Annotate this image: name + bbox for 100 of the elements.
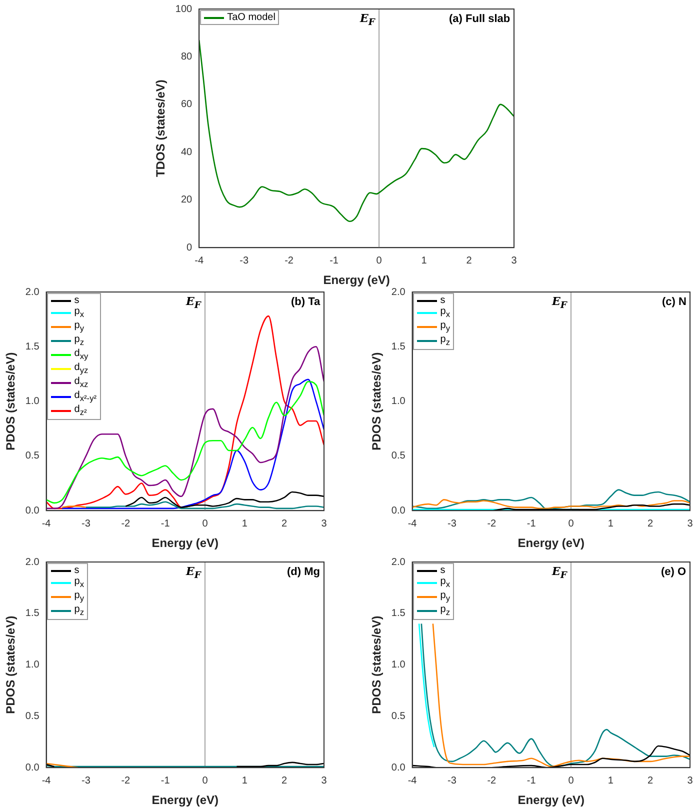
x-tick-label: 2 <box>648 518 654 530</box>
legend-label: p$_{y}$ <box>440 590 450 604</box>
x-tick-label: 1 <box>242 518 248 530</box>
x-tick-label: 0 <box>568 775 574 786</box>
x-tick-label: -4 <box>194 255 204 266</box>
y-tick-label: 0.5 <box>391 450 406 462</box>
legend-label: p$_{x}$ <box>74 576 84 590</box>
chart-title: (a) Full slab <box>449 13 510 25</box>
x-tick-label: 1 <box>608 518 614 530</box>
chart-title: (c) N <box>662 296 686 308</box>
y-tick-label: 2.0 <box>391 286 406 298</box>
legend-label: s <box>440 565 446 576</box>
x-tick-label: 0 <box>202 518 208 530</box>
chart-title: (e) O <box>661 566 686 578</box>
legend-label: p$_{x}$ <box>440 306 450 320</box>
x-tick-label: -4 <box>42 775 52 786</box>
y-axis-title: PDOS (states/eV) <box>370 352 384 450</box>
y-tick-label: 0.5 <box>25 710 40 722</box>
x-axis-title: Energy (eV) <box>152 536 218 550</box>
legend-label: d$_{z²}$ <box>74 404 87 418</box>
x-axis-title: Energy (eV) <box>518 793 584 808</box>
x-tick-label: -3 <box>82 518 91 530</box>
legend-label: p$_{z}$ <box>74 334 84 348</box>
y-tick-label: 0.5 <box>391 710 406 722</box>
line-series <box>418 623 435 748</box>
y-tick-label: 20 <box>180 194 193 206</box>
x-tick-label: 1 <box>608 775 614 786</box>
y-tick-label: 60 <box>180 99 193 110</box>
y-tick-label: 0 <box>186 242 193 254</box>
y-tick-label: 1.5 <box>25 608 40 620</box>
y-tick-label: 0.0 <box>391 762 406 774</box>
legend-label: s <box>74 295 80 306</box>
x-tick-label: 3 <box>687 518 694 530</box>
y-tick-label: 1.0 <box>25 396 40 408</box>
x-tick-label: -3 <box>82 775 91 786</box>
x-tick-label: 0 <box>202 775 208 786</box>
x-tick-label: -2 <box>284 255 294 266</box>
y-tick-label: 80 <box>180 51 193 62</box>
y-tick-label: 100 <box>175 4 193 15</box>
legend-label: p$_{x}$ <box>74 306 84 320</box>
ref-line-label: E$_{F}$ <box>552 565 567 582</box>
x-tick-label: 0 <box>376 255 382 266</box>
x-tick-label: 3 <box>511 255 518 266</box>
legend-label: d$_{xy}$ <box>74 348 88 362</box>
legend-label: TaO model <box>227 12 276 23</box>
x-tick-label: 0 <box>568 518 574 530</box>
x-tick-label: -3 <box>240 255 249 266</box>
chart-title: (d) Mg <box>287 566 320 578</box>
legend-label: d$_{yz}$ <box>74 362 88 376</box>
x-axis-title: Energy (eV) <box>323 273 390 288</box>
legend-label: p$_{x}$ <box>440 576 450 590</box>
legend-label: d$_{x²-y²}$ <box>74 390 97 404</box>
y-axis-title: TDOS (states/eV) <box>154 80 168 177</box>
x-tick-label: 3 <box>321 775 328 786</box>
x-tick-label: 1 <box>242 775 248 786</box>
y-tick-label: 2.0 <box>25 286 40 298</box>
y-axis-title: PDOS (states/eV) <box>370 616 384 714</box>
x-tick-label: -1 <box>330 255 339 266</box>
y-tick-label: 1.5 <box>391 608 406 620</box>
line-series <box>85 501 324 510</box>
x-tick-label: 2 <box>648 775 654 786</box>
x-tick-label: -2 <box>487 775 497 786</box>
x-tick-label: -2 <box>487 518 497 530</box>
ref-line-label: E$_{F}$ <box>186 565 201 582</box>
x-tick-label: -4 <box>408 518 418 530</box>
x-axis-title: Energy (eV) <box>152 793 218 808</box>
y-tick-label: 40 <box>180 146 193 158</box>
y-tick-label: 1.0 <box>391 396 406 408</box>
x-tick-label: 2 <box>282 518 288 530</box>
x-tick-label: -4 <box>408 775 418 786</box>
x-tick-label: 2 <box>282 775 288 786</box>
chart-title: (b) Ta <box>291 296 320 308</box>
y-tick-label: 0.0 <box>391 505 406 516</box>
ref-line-label: E$_{F}$ <box>360 12 375 28</box>
x-tick-label: -1 <box>160 775 170 786</box>
x-tick-label: 3 <box>321 518 328 530</box>
y-tick-label: 0.0 <box>25 762 40 774</box>
legend-label: p$_{y}$ <box>440 320 450 334</box>
x-tick-label: -2 <box>121 775 131 786</box>
x-tick-label: -3 <box>448 775 457 786</box>
y-tick-label: 1.5 <box>391 341 406 352</box>
x-tick-label: -3 <box>448 518 457 530</box>
x-tick-label: -1 <box>526 518 536 530</box>
y-tick-label: 0.5 <box>25 450 40 462</box>
line-series <box>124 491 324 508</box>
y-tick-label: 0.0 <box>25 505 40 516</box>
legend-label: s <box>440 295 446 306</box>
legend-label: s <box>74 565 80 576</box>
x-tick-label: 3 <box>687 775 694 786</box>
legend-label: p$_{z}$ <box>440 334 450 348</box>
y-axis-title: PDOS (states/eV) <box>4 352 18 450</box>
legend-label: p$_{y}$ <box>74 320 84 334</box>
y-axis-title: PDOS (states/eV) <box>4 616 18 714</box>
x-axis-title: Energy (eV) <box>518 536 584 550</box>
y-tick-label: 2.0 <box>25 556 40 568</box>
line-series <box>199 39 514 222</box>
ref-line-label: E$_{F}$ <box>186 295 201 312</box>
y-tick-label: 1.5 <box>25 341 40 352</box>
x-tick-label: 1 <box>421 255 428 266</box>
y-tick-label: 2.0 <box>391 556 406 568</box>
